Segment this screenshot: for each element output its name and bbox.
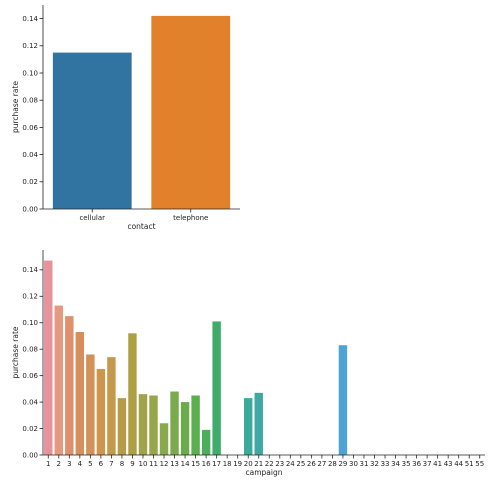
x-tick-label: 5 <box>88 460 92 468</box>
x-tick-label: 37 <box>423 460 432 468</box>
y-tick-label: 0.04 <box>22 151 38 159</box>
y-axis-label: purchase rate <box>11 326 20 378</box>
x-tick-label: 36 <box>412 460 421 468</box>
bar <box>54 305 63 455</box>
chart-campaign-purchase-rate: 0.000.020.040.060.080.100.120.141 2 3 4 5 6 7 8… <box>11 250 485 477</box>
bar <box>65 316 74 455</box>
x-tick-label: 15 <box>191 460 200 468</box>
x-tick-label: 7 <box>109 460 113 468</box>
x-tick-label: 14 <box>181 460 190 468</box>
x-tick-label: 10 <box>139 460 148 468</box>
x-tick-label: 22 <box>265 460 274 468</box>
x-tick-label: 29 <box>338 460 347 468</box>
bar <box>254 392 263 455</box>
y-tick-label: 0.14 <box>22 266 38 274</box>
x-tick-label: 9 <box>130 460 134 468</box>
bar <box>128 333 137 455</box>
x-tick-label: 11 <box>149 460 158 468</box>
x-tick-label: 44 <box>454 460 463 468</box>
x-tick-label: 12 <box>160 460 169 468</box>
x-tick-label: 19 <box>233 460 242 468</box>
y-tick-label: 0.04 <box>22 398 38 406</box>
x-tick-label: 3 <box>67 460 71 468</box>
y-tick-label: 0.00 <box>22 205 38 213</box>
bar <box>149 395 158 455</box>
x-tick-label: 51 <box>465 460 474 468</box>
x-tick-label: 32 <box>370 460 379 468</box>
bar <box>86 354 95 455</box>
bar <box>201 429 211 455</box>
x-tick-label: 26 <box>307 460 316 468</box>
x-tick-label: 13 <box>170 460 179 468</box>
x-tick-label: 8 <box>120 460 124 468</box>
bar <box>170 391 179 455</box>
x-tick-label: 18 <box>223 460 232 468</box>
x-axis-label: campaign <box>246 468 283 477</box>
x-tick-label: 34 <box>391 460 400 468</box>
bar <box>96 369 106 455</box>
x-tick-label: 25 <box>296 460 305 468</box>
bar <box>338 345 348 455</box>
x-tick-label: 55 <box>475 460 484 468</box>
bar <box>138 394 148 455</box>
x-tick-label: cellular <box>79 214 105 222</box>
y-tick-label: 0.10 <box>22 319 38 327</box>
y-tick-label: 0.02 <box>22 178 38 186</box>
x-axis-label: contact <box>127 222 155 231</box>
y-tick-label: 0.10 <box>22 69 38 77</box>
x-tick-label: 6 <box>99 460 104 468</box>
x-tick-label: 20 <box>244 460 253 468</box>
bar <box>191 395 200 455</box>
x-tick-label: 16 <box>202 460 211 468</box>
bar <box>107 357 116 455</box>
bar <box>75 332 85 455</box>
bar <box>212 321 221 455</box>
bar <box>180 402 190 455</box>
x-tick-label: 28 <box>328 460 337 468</box>
x-tick-label: 2 <box>57 460 61 468</box>
bar <box>244 398 253 455</box>
y-tick-label: 0.06 <box>22 124 38 132</box>
x-tick-label: 23 <box>275 460 284 468</box>
y-tick-label: 0.08 <box>22 346 38 354</box>
x-tick-label: 31 <box>360 460 369 468</box>
x-tick-label: 21 <box>254 460 263 468</box>
y-tick-label: 0.06 <box>22 372 38 380</box>
x-tick-label: 33 <box>381 460 390 468</box>
bar <box>151 15 231 209</box>
x-tick-label: 4 <box>78 460 83 468</box>
x-tick-label: 24 <box>286 460 295 468</box>
x-tick-label: 41 <box>433 460 442 468</box>
x-tick-label: 43 <box>444 460 453 468</box>
x-tick-label: 17 <box>212 460 221 468</box>
x-tick-label: 35 <box>402 460 411 468</box>
y-axis-label: purchase rate <box>11 81 20 133</box>
y-tick-label: 0.08 <box>22 97 38 105</box>
x-tick-label: 30 <box>349 460 358 468</box>
y-tick-label: 0.00 <box>22 451 38 459</box>
y-tick-label: 0.12 <box>22 293 38 301</box>
bar <box>159 423 169 455</box>
bar <box>52 52 132 209</box>
x-tick-label: 1 <box>46 460 50 468</box>
x-tick-label: 27 <box>317 460 326 468</box>
bar <box>117 398 127 455</box>
y-tick-label: 0.02 <box>22 425 38 433</box>
y-tick-label: 0.12 <box>22 42 38 50</box>
x-tick-label: telephone <box>173 214 208 222</box>
bar <box>44 260 53 455</box>
chart-contact-purchase-rate: 0.00 0.02 0.04 0.06 0.08 0.10 0.12 0.14 cellular… <box>11 5 240 231</box>
y-tick-label: 0.14 <box>22 15 38 23</box>
